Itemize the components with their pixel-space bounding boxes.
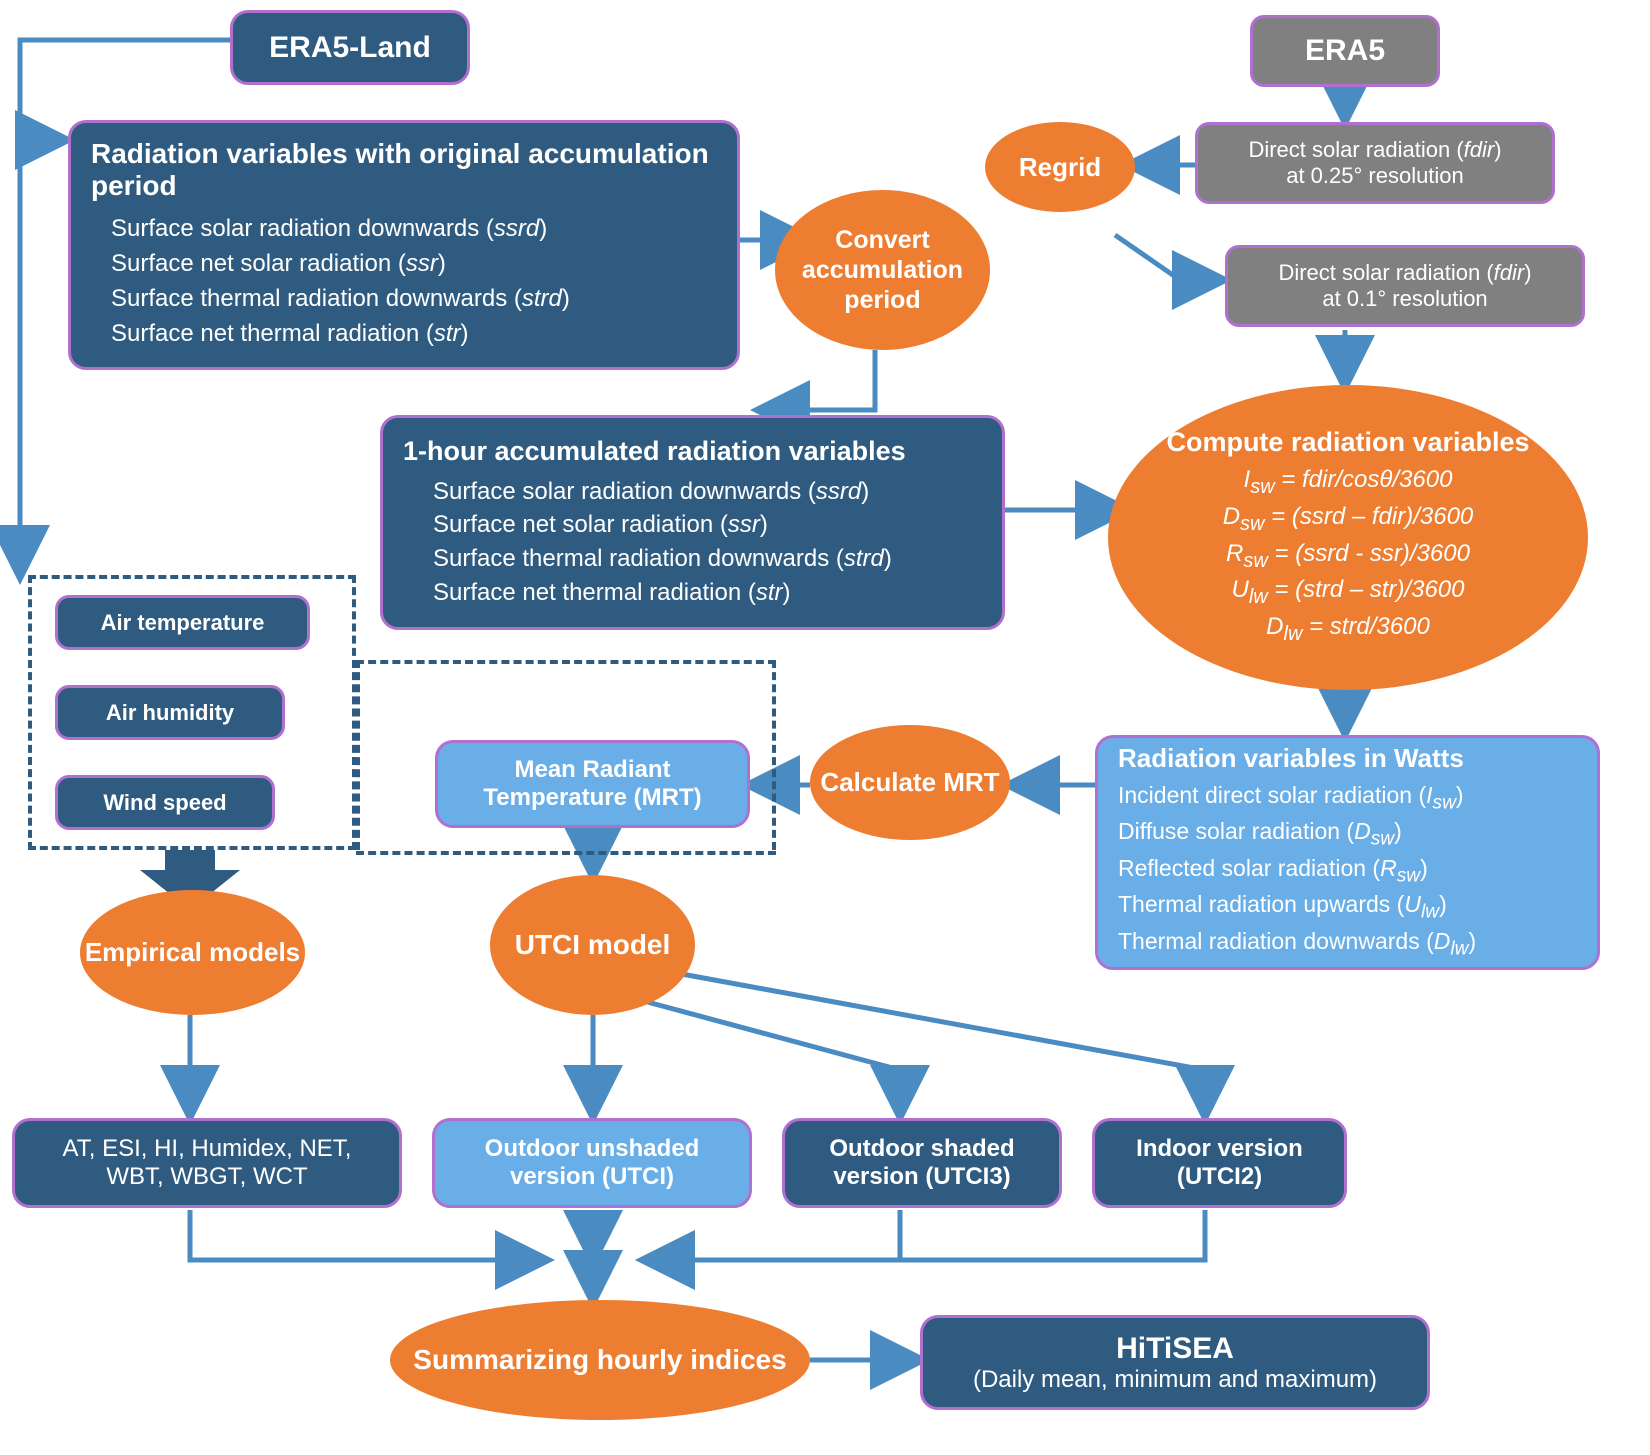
node-compute-rad: Compute radiation variables Isw = fdir/c… — [1108, 385, 1588, 690]
title: Compute radiation variables — [1166, 427, 1529, 458]
node-rad-watts: Radiation variables in Watts Incident di… — [1095, 735, 1600, 970]
label: Outdoor shaded version (UTCI3) — [805, 1135, 1039, 1191]
node-fdir-01: Direct solar radiation (fdir) at 0.1° re… — [1225, 245, 1585, 327]
node-era5: ERA5 — [1250, 15, 1440, 87]
label: Indoor version (UTCI2) — [1115, 1135, 1324, 1191]
label: ERA5 — [1271, 34, 1419, 68]
node-utci-indoor: Indoor version (UTCI2) — [1092, 1118, 1347, 1208]
label: Air humidity — [106, 700, 234, 726]
eqs: Isw = fdir/cosθ/3600Dsw = (ssrd – fdir)/… — [1223, 464, 1474, 648]
node-hitisea: HiTiSEA (Daily mean, minimum and maximum… — [920, 1315, 1430, 1410]
node-wind: Wind speed — [55, 775, 275, 830]
label: Wind speed — [103, 790, 226, 816]
node-utci-model: UTCI model — [490, 875, 695, 1015]
node-regrid: Regrid — [985, 122, 1135, 212]
node-utci-shaded: Outdoor shaded version (UTCI3) — [782, 1118, 1062, 1208]
node-era5-land: ERA5-Land — [230, 10, 470, 85]
dashed-connector-r — [771, 660, 776, 850]
label: Air temperature — [101, 610, 265, 636]
sub: (Daily mean, minimum and maximum) — [943, 1366, 1407, 1394]
dashed-connector — [356, 660, 776, 665]
label: Empirical models — [85, 938, 300, 968]
dashed-connector-v — [356, 660, 361, 850]
node-summarize: Summarizing hourly indices — [390, 1300, 810, 1420]
label: Mean Radiant Temperature (MRT) — [458, 756, 727, 812]
line2: at 0.25° resolution — [1216, 163, 1534, 189]
node-utci-unshaded: Outdoor unshaded version (UTCI) — [432, 1118, 752, 1208]
node-air-temp: Air temperature — [55, 595, 310, 650]
title: Radiation variables with original accumu… — [91, 138, 717, 202]
lines: Incident direct solar radiation (Isw)Dif… — [1118, 780, 1577, 962]
node-indices: AT, ESI, HI, Humidex, NET, WBT, WBGT, WC… — [12, 1118, 402, 1208]
node-rad-orig: Radiation variables with original accumu… — [68, 120, 740, 370]
line1: Direct solar radiation (fdir) — [1246, 260, 1564, 286]
label: UTCI model — [515, 929, 671, 961]
title: Radiation variables in Watts — [1118, 743, 1577, 774]
node-convert: Convert accumulation period — [775, 190, 990, 350]
label: Regrid — [1019, 152, 1101, 183]
label: Outdoor unshaded version (UTCI) — [455, 1135, 729, 1191]
node-mrt: Mean Radiant Temperature (MRT) — [435, 740, 750, 828]
label: Calculate MRT — [820, 768, 999, 798]
node-rad-1h: 1-hour accumulated radiation variables S… — [380, 415, 1005, 630]
node-fdir-025: Direct solar radiation (fdir) at 0.25° r… — [1195, 122, 1555, 204]
title: HiTiSEA — [943, 1332, 1407, 1366]
label: Convert accumulation period — [775, 225, 990, 315]
node-calc-mrt: Calculate MRT — [810, 725, 1010, 840]
node-empirical: Empirical models — [80, 890, 305, 1015]
label: AT, ESI, HI, Humidex, NET, WBT, WBGT, WC… — [35, 1135, 379, 1191]
node-air-hum: Air humidity — [55, 685, 285, 740]
line2: at 0.1° resolution — [1246, 286, 1564, 312]
label: ERA5-Land — [253, 31, 447, 65]
lines: Surface solar radiation downwards (ssrd)… — [403, 475, 982, 609]
line1: Direct solar radiation (fdir) — [1216, 137, 1534, 163]
lines: Surface solar radiation downwards (ssrd)… — [91, 212, 717, 351]
dashed-connector-b — [356, 850, 776, 855]
title: 1-hour accumulated radiation variables — [403, 436, 982, 467]
label: Summarizing hourly indices — [413, 1344, 786, 1376]
